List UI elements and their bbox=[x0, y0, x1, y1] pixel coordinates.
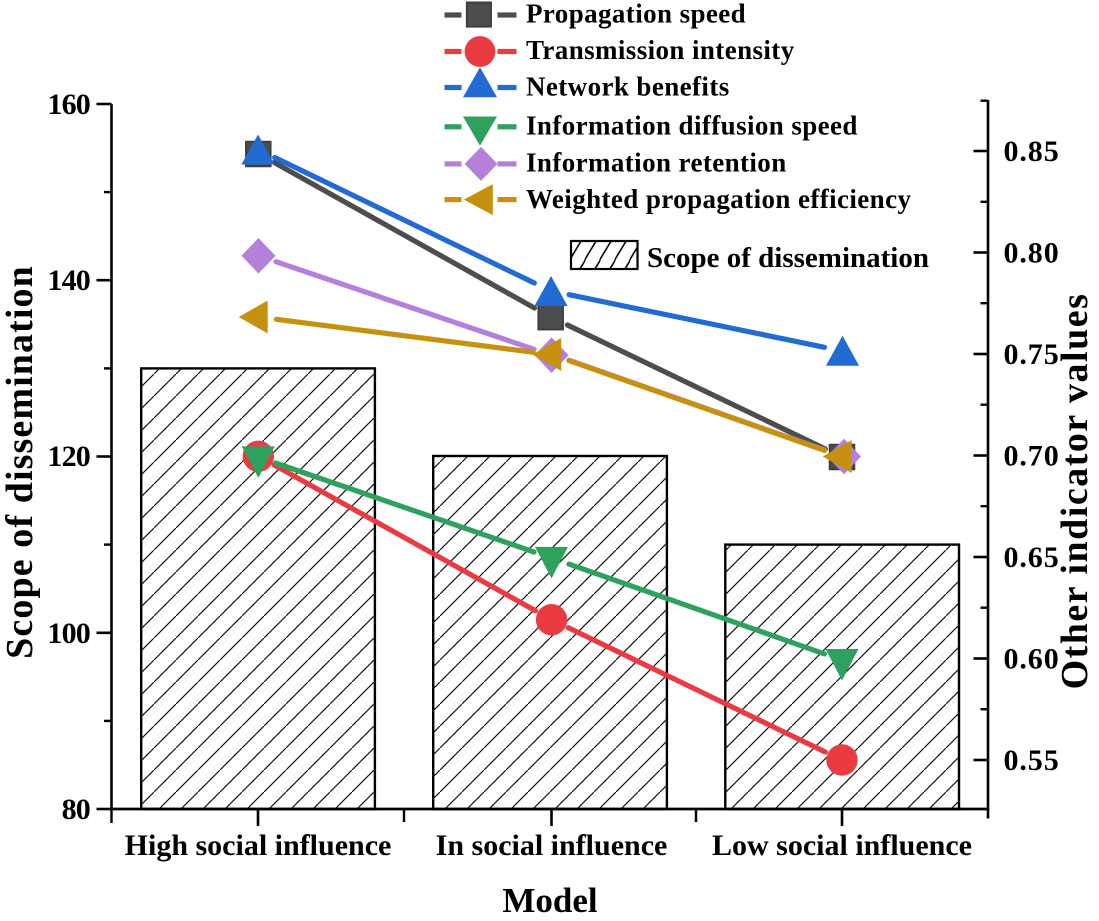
svg-text:Information diffusion speed: Information diffusion speed bbox=[526, 111, 858, 141]
svg-text:Low social influence: Low social influence bbox=[712, 829, 972, 862]
svg-text:Network benefits: Network benefits bbox=[526, 72, 730, 102]
svg-text:0.60: 0.60 bbox=[1004, 643, 1060, 676]
svg-text:Model: Model bbox=[502, 881, 598, 916]
svg-text:100: 100 bbox=[47, 617, 90, 650]
svg-text:Propagation speed: Propagation speed bbox=[526, 0, 746, 29]
svg-text:Scope of dissemination: Scope of dissemination bbox=[0, 265, 41, 659]
svg-text:In social influence: In social influence bbox=[436, 829, 668, 862]
svg-text:0.65: 0.65 bbox=[1004, 541, 1060, 574]
svg-text:Other indicator values: Other indicator values bbox=[1054, 293, 1096, 690]
svg-text:Scope of dissemination: Scope of dissemination bbox=[647, 242, 929, 274]
svg-text:0.80: 0.80 bbox=[1004, 237, 1060, 270]
svg-text:High social influence: High social influence bbox=[125, 829, 392, 862]
svg-text:160: 160 bbox=[47, 88, 90, 121]
svg-text:0.55: 0.55 bbox=[1004, 744, 1060, 777]
svg-text:0.75: 0.75 bbox=[1004, 338, 1060, 371]
svg-text:0.85: 0.85 bbox=[1004, 135, 1060, 168]
svg-text:Transmission intensity: Transmission intensity bbox=[526, 35, 795, 65]
svg-text:Weighted propagation efficienc: Weighted propagation efficiency bbox=[526, 184, 911, 214]
svg-text:140: 140 bbox=[47, 264, 90, 297]
svg-text:120: 120 bbox=[47, 440, 90, 473]
svg-text:Information retention: Information retention bbox=[526, 148, 787, 178]
svg-text:0.70: 0.70 bbox=[1004, 440, 1060, 473]
svg-text:80: 80 bbox=[62, 793, 90, 826]
